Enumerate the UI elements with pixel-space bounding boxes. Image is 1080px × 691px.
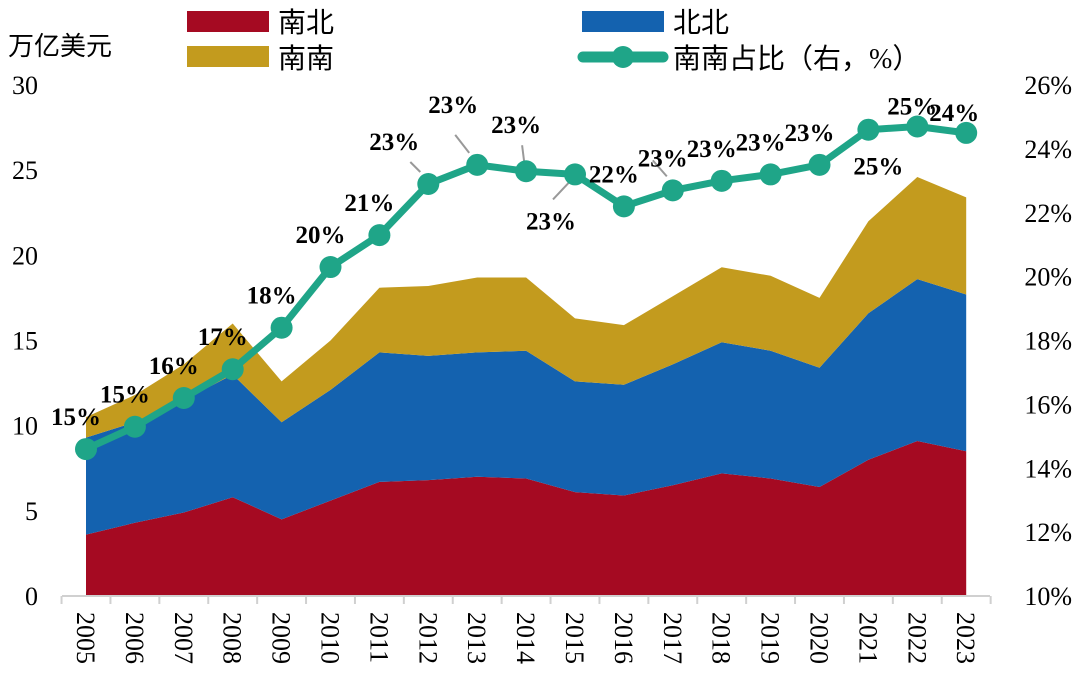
y-tick-label: 5: [25, 497, 38, 526]
x-tick-label: 2009: [267, 612, 296, 664]
area-beibei: [86, 279, 967, 535]
y-tick-label: 20: [12, 241, 38, 270]
x-tick-label: 2015: [560, 612, 589, 664]
x-tick-label: 2006: [120, 612, 149, 664]
data-label: 22%: [589, 161, 639, 188]
data-label: 23%: [638, 145, 688, 172]
x-tick-label: 2020: [805, 612, 834, 664]
x-tick-label: 2008: [218, 612, 247, 664]
area-nanbei: [86, 440, 967, 596]
x-tick-label: 2011: [364, 612, 393, 663]
x-tick-label: 2019: [756, 612, 785, 664]
data-label: 18%: [247, 283, 297, 310]
legend: 南北 南南 北北 南南占比（右，%）: [187, 7, 920, 75]
data-label: 25%: [853, 154, 903, 181]
x-tick-label: 2022: [902, 612, 931, 664]
y-right-tick-label: 22%: [1024, 199, 1072, 228]
area-nannan: [86, 176, 967, 438]
y-tick-label: 25: [12, 156, 38, 185]
data-label: 23%: [785, 120, 835, 147]
label-leader-line: [521, 145, 526, 162]
x-tick-label: 2010: [316, 612, 345, 664]
data-label: 16%: [149, 353, 199, 380]
share-marker: [221, 358, 244, 381]
y-right-tick-label: 10%: [1024, 582, 1072, 611]
x-tick-label: 2021: [853, 612, 882, 664]
legend-label-beibei: 北北: [673, 8, 729, 39]
legend-label-nanbei: 南北: [278, 7, 334, 39]
share-marker: [710, 169, 733, 192]
y-axis-label: 万亿美元: [8, 32, 112, 61]
y-right-tick-label: 18%: [1024, 327, 1072, 356]
legend-swatch-nanbei: [187, 11, 269, 32]
y-right-tick-label: 26%: [1024, 71, 1072, 100]
data-label: 23%: [736, 129, 786, 156]
y-right-tick-label: 20%: [1024, 263, 1072, 292]
share-marker: [75, 438, 97, 461]
data-label: 21%: [344, 190, 394, 217]
share-marker: [612, 195, 635, 218]
share-marker: [417, 173, 440, 196]
legend-label-share: 南南占比（右，%）: [673, 43, 920, 75]
y-right-tick-label: 24%: [1024, 135, 1072, 164]
share-marker: [759, 163, 782, 186]
y-right-tick-label: 12%: [1024, 518, 1072, 547]
label-leader-line: [652, 159, 668, 178]
data-label: 23%: [428, 92, 478, 119]
share-marker: [857, 118, 880, 141]
share-marker: [661, 179, 684, 202]
y-tick-label: 0: [25, 582, 38, 611]
share-marker: [123, 415, 146, 438]
x-tick-label: 2012: [413, 612, 442, 664]
legend-marker: [612, 46, 634, 68]
data-label: 23%: [687, 136, 737, 163]
share-marker: [564, 163, 586, 186]
x-tick-label: 2013: [462, 612, 491, 664]
x-tick-label: 2005: [71, 612, 100, 664]
legend-swatch-nannan: [187, 46, 269, 67]
label-leader-line: [454, 134, 470, 154]
y-tick-label: 10: [12, 412, 38, 441]
data-label: 17%: [198, 324, 248, 351]
legend-label-nannan: 南南: [278, 43, 334, 75]
share-marker: [906, 115, 929, 138]
x-tick-label: 2014: [511, 612, 540, 664]
data-label: 15%: [51, 404, 101, 431]
share-marker: [172, 386, 195, 409]
share-marker: [270, 316, 293, 339]
y-right-tick-label: 16%: [1024, 390, 1072, 419]
label-leader-line: [409, 161, 422, 173]
y-tick-label: 15: [12, 327, 38, 356]
y-right-tick-label: 14%: [1024, 454, 1072, 483]
legend-swatch-beibei: [582, 11, 664, 32]
label-leader-line: [552, 181, 570, 201]
share-marker: [368, 224, 391, 247]
x-tick-label: 2016: [609, 612, 638, 664]
data-label: 23%: [369, 129, 419, 156]
x-tick-label: 2017: [658, 612, 687, 664]
data-label: 20%: [296, 222, 346, 249]
share-marker: [955, 121, 978, 144]
x-tick-label: 2023: [951, 612, 980, 664]
share-marker: [515, 160, 538, 183]
share-marker: [319, 256, 342, 279]
x-tick-label: 2018: [707, 612, 736, 664]
data-label: 23%: [491, 112, 541, 139]
y-tick-label: 30: [12, 71, 38, 100]
data-label: 15%: [100, 382, 150, 409]
share-marker: [808, 153, 831, 176]
data-label: 23%: [526, 208, 576, 235]
data-label: 24%: [929, 100, 979, 127]
x-tick-label: 2007: [169, 612, 198, 664]
data-label: 25%: [887, 94, 937, 121]
share-marker: [466, 153, 489, 176]
